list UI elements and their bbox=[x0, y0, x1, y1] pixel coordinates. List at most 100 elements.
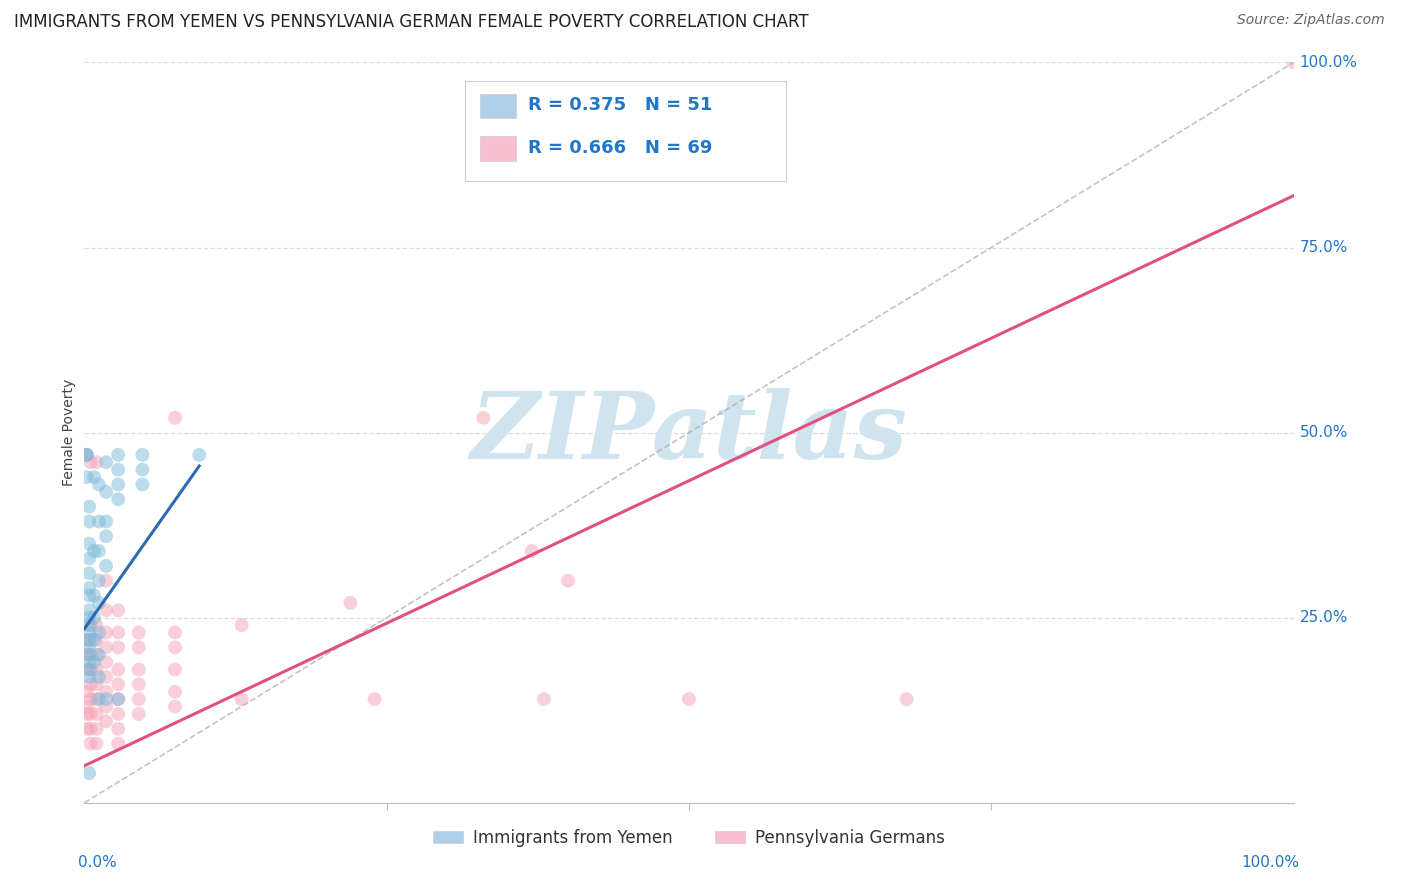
Point bbox=[107, 448, 129, 462]
Point bbox=[87, 625, 110, 640]
Point bbox=[107, 603, 129, 617]
Point bbox=[76, 448, 98, 462]
Point bbox=[87, 648, 110, 662]
Point bbox=[533, 692, 555, 706]
Point bbox=[94, 484, 117, 499]
Point bbox=[165, 410, 187, 425]
Point bbox=[94, 640, 117, 655]
Point bbox=[339, 596, 361, 610]
Point bbox=[79, 677, 101, 691]
Point bbox=[87, 477, 110, 491]
Point bbox=[165, 663, 187, 677]
Point bbox=[77, 640, 100, 655]
Point bbox=[79, 455, 101, 469]
Point bbox=[165, 685, 187, 699]
Point bbox=[107, 722, 129, 736]
FancyBboxPatch shape bbox=[479, 94, 516, 118]
Point bbox=[79, 722, 101, 736]
Point bbox=[86, 677, 108, 691]
Point bbox=[87, 544, 110, 558]
Point bbox=[128, 677, 150, 691]
Point bbox=[83, 655, 105, 669]
Point bbox=[76, 685, 98, 699]
Point bbox=[94, 625, 117, 640]
Point bbox=[128, 640, 150, 655]
Point bbox=[79, 692, 101, 706]
Point bbox=[86, 663, 108, 677]
Point bbox=[83, 470, 105, 484]
Point bbox=[86, 737, 108, 751]
Point bbox=[86, 455, 108, 469]
Text: 100.0%: 100.0% bbox=[1241, 855, 1299, 870]
Point bbox=[94, 529, 117, 543]
Point bbox=[107, 492, 129, 507]
Point bbox=[1282, 55, 1305, 70]
Point bbox=[94, 670, 117, 684]
Point bbox=[77, 618, 100, 632]
Point bbox=[128, 706, 150, 721]
Point bbox=[79, 737, 101, 751]
Point bbox=[79, 648, 101, 662]
Point bbox=[94, 558, 117, 573]
Point bbox=[107, 640, 129, 655]
Point bbox=[94, 574, 117, 588]
Point bbox=[107, 706, 129, 721]
Point bbox=[79, 632, 101, 647]
Point bbox=[165, 625, 187, 640]
Point bbox=[94, 685, 117, 699]
Point bbox=[77, 566, 100, 581]
Point bbox=[678, 692, 700, 706]
Point bbox=[77, 610, 100, 624]
Point bbox=[87, 596, 110, 610]
Point bbox=[131, 462, 153, 476]
Point bbox=[86, 692, 108, 706]
Point bbox=[107, 692, 129, 706]
Text: 25.0%: 25.0% bbox=[1299, 610, 1348, 625]
Point bbox=[83, 610, 105, 624]
Point bbox=[76, 722, 98, 736]
Point bbox=[77, 625, 100, 640]
Point bbox=[231, 692, 253, 706]
Point bbox=[77, 670, 100, 684]
Point bbox=[79, 663, 101, 677]
Text: IMMIGRANTS FROM YEMEN VS PENNSYLVANIA GERMAN FEMALE POVERTY CORRELATION CHART: IMMIGRANTS FROM YEMEN VS PENNSYLVANIA GE… bbox=[14, 13, 808, 31]
Point bbox=[76, 448, 98, 462]
Point bbox=[77, 581, 100, 595]
Point bbox=[79, 618, 101, 632]
Point bbox=[131, 477, 153, 491]
Point bbox=[77, 515, 100, 529]
Point bbox=[107, 462, 129, 476]
Text: 50.0%: 50.0% bbox=[1299, 425, 1348, 440]
Point bbox=[107, 692, 129, 706]
Point bbox=[76, 470, 98, 484]
Point bbox=[76, 448, 98, 462]
Text: 75.0%: 75.0% bbox=[1299, 240, 1348, 255]
Point bbox=[77, 655, 100, 669]
Text: R = 0.375   N = 51: R = 0.375 N = 51 bbox=[529, 95, 713, 113]
Point bbox=[107, 477, 129, 491]
Point bbox=[94, 692, 117, 706]
Point bbox=[86, 648, 108, 662]
Point bbox=[86, 632, 108, 647]
Point bbox=[128, 663, 150, 677]
Point bbox=[87, 515, 110, 529]
Point bbox=[231, 618, 253, 632]
Point bbox=[79, 706, 101, 721]
Text: Source: ZipAtlas.com: Source: ZipAtlas.com bbox=[1237, 13, 1385, 28]
Text: R = 0.666   N = 69: R = 0.666 N = 69 bbox=[529, 138, 713, 157]
Point bbox=[107, 677, 129, 691]
Point bbox=[94, 515, 117, 529]
Point bbox=[128, 692, 150, 706]
Text: ZIPatlas: ZIPatlas bbox=[471, 388, 907, 477]
Point bbox=[107, 625, 129, 640]
Point bbox=[77, 663, 100, 677]
Point bbox=[86, 618, 108, 632]
Point bbox=[94, 603, 117, 617]
Point bbox=[76, 699, 98, 714]
Point bbox=[363, 692, 385, 706]
Point bbox=[76, 632, 98, 647]
FancyBboxPatch shape bbox=[465, 81, 786, 181]
Point bbox=[77, 603, 100, 617]
FancyBboxPatch shape bbox=[479, 136, 516, 161]
Point bbox=[83, 589, 105, 603]
